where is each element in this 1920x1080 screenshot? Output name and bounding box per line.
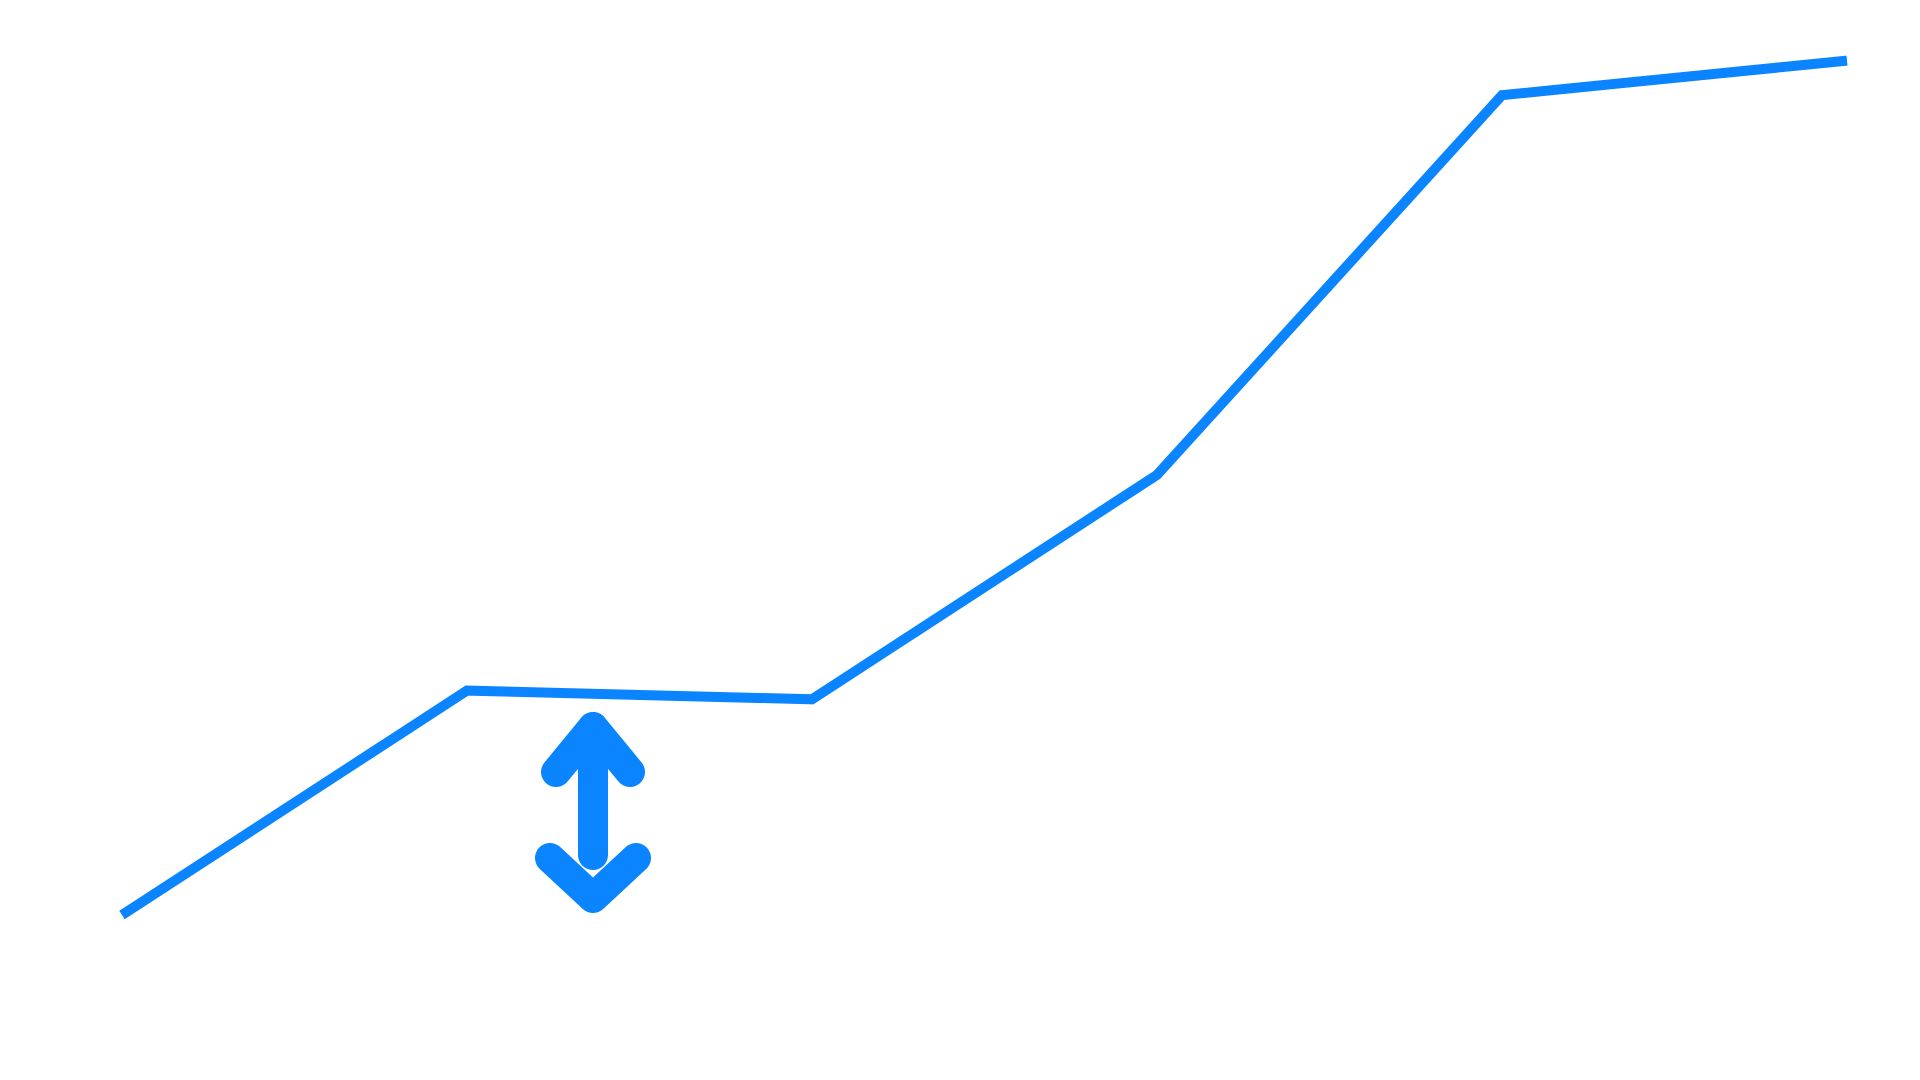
- series-line: [119, 55, 1848, 920]
- up-down-arrow-icon[interactable]: [535, 712, 651, 913]
